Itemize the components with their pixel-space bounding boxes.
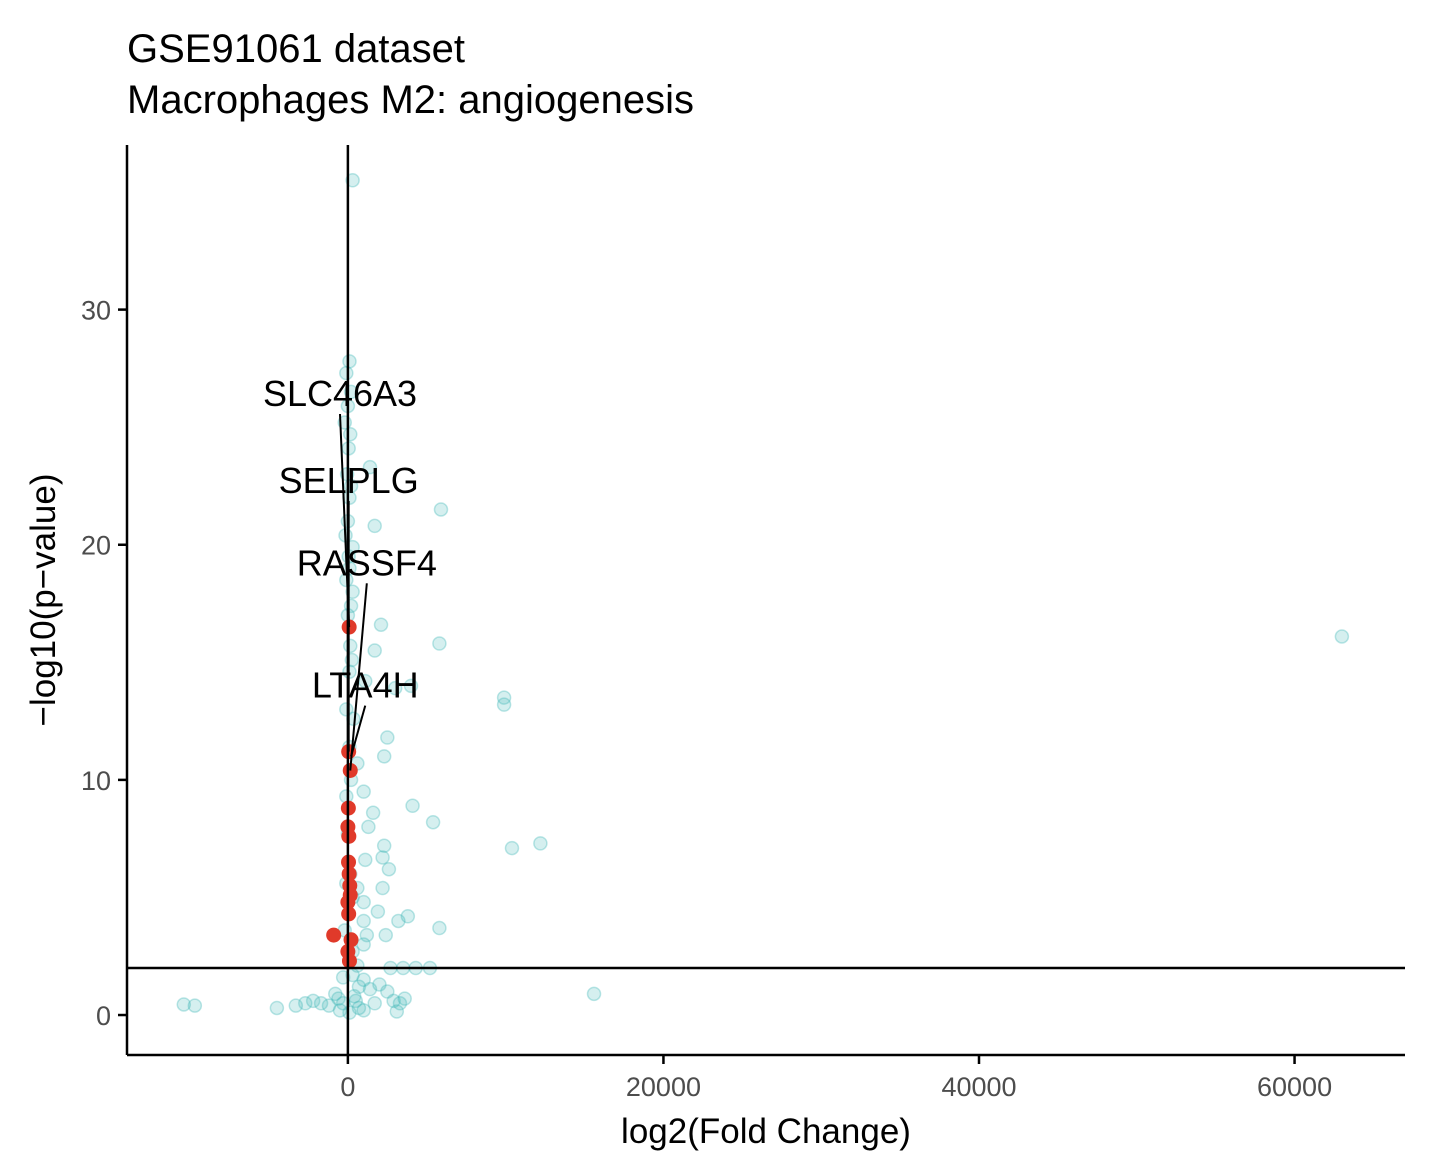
background-gene-point [380,730,395,745]
background-gene-point [343,638,358,654]
background-gene-points [176,173,1350,1020]
background-gene-point [367,643,382,658]
background-gene-point [356,913,371,929]
background-gene-point [504,840,520,856]
background-gene-point [367,518,382,534]
background-gene-point [356,972,371,988]
background-gene-point [386,993,401,1009]
background-gene-point [348,993,364,1009]
background-gene-point [425,814,441,830]
background-gene-point [187,998,203,1013]
x-tick-label: 0 [340,1072,355,1102]
background-gene-point [356,1003,371,1018]
background-gene-point [387,680,403,696]
background-gene-point [380,984,395,999]
background-gene-point [433,502,449,517]
y-axis-ticks: 0 10 20 30 [81,296,127,1031]
annotation-leader-line [339,413,351,628]
background-gene-point [367,996,382,1011]
background-gene-point [391,913,406,929]
background-gene-point [351,979,367,995]
background-gene-point [356,784,371,799]
background-gene-point [496,697,512,712]
gene-label-rassf4: RASSF4 [297,542,437,583]
background-gene-point [403,678,419,694]
background-gene-point [328,986,343,1002]
background-gene-point [321,998,337,1013]
x-axis-title: log2(Fold Change) [621,1112,911,1151]
background-gene-point [305,993,321,1009]
background-gene-point [1334,629,1350,644]
background-gene-point [376,838,392,853]
background-gene-point [269,1000,285,1016]
background-gene-point [335,970,351,985]
background-gene-point [533,836,548,851]
y-tick-label: 20 [81,531,111,561]
background-gene-point [397,991,412,1006]
background-gene-point [345,173,360,188]
background-gene-point [362,981,378,997]
pathway-gene-point [326,927,342,943]
background-gene-point [351,1000,367,1016]
annotation-leader-line [349,583,368,771]
background-gene-point [586,986,602,1002]
y-tick-label: 30 [81,296,111,326]
background-gene-point [370,904,386,919]
background-gene-point [376,749,392,764]
background-gene-point [375,880,390,896]
background-gene-point [288,998,304,1013]
chart-title: GSE91061 dataset [127,27,465,71]
reference-lines [127,145,1405,1055]
background-gene-point [357,852,373,868]
background-gene-point [342,354,357,369]
x-tick-label: 40000 [941,1072,1016,1102]
annotation-leader-line [350,705,367,757]
background-gene-point [372,977,387,992]
pathway-gene-point [341,866,357,882]
background-gene-point [389,1004,405,1019]
gene-label-selplg: SELPLG [279,460,419,501]
background-gene-point [359,927,375,943]
background-gene-point [176,997,192,1012]
x-tick-label: 20000 [626,1072,701,1102]
y-tick-label: 0 [96,1001,111,1031]
background-gene-point [331,991,346,1006]
background-gene-point [342,1005,357,1020]
background-gene-point [362,459,378,475]
background-gene-point [356,937,371,952]
background-gene-point [375,850,390,865]
background-gene-point [392,996,408,1011]
gene-label-slc46a3: SLC46A3 [263,373,417,414]
x-tick-label: 60000 [1257,1072,1332,1102]
background-gene-point [432,636,447,651]
background-gene-point [361,819,376,835]
gene-label-lta4h: LTA4H [312,665,419,706]
y-tick-label: 10 [81,766,111,796]
background-gene-point [400,909,416,924]
background-gene-point [365,805,381,821]
background-gene-point [373,617,389,632]
background-gene-point [356,894,371,910]
background-gene-point [405,798,420,813]
background-gene-point [432,920,447,936]
background-gene-point [496,690,512,705]
background-gene-point [343,426,358,442]
background-gene-point [335,996,351,1011]
x-axis-ticks: 0 20000 40000 60000 [340,1055,1332,1102]
background-gene-point [298,996,313,1011]
background-gene-point [332,1003,348,1018]
y-axis-title: −log10(p−value) [24,474,63,727]
pathway-gene-point [341,953,357,969]
background-gene-point [313,996,329,1011]
background-gene-point [381,861,397,877]
chart-subtitle: Macrophages M2: angiogenesis [127,78,694,122]
gene-annotations: SLC46A3 SELPLG RASSF4 LTA4H [263,373,437,771]
background-gene-point [378,927,394,943]
background-gene-point [339,365,354,381]
